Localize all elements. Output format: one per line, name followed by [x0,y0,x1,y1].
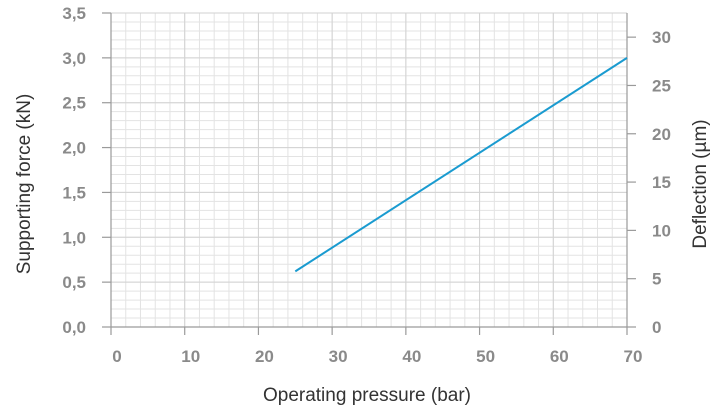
y-right-tick-label: 25 [652,76,671,95]
x-tick-label: 30 [329,347,348,366]
y-right-tick-label: 0 [652,318,661,337]
y-right-tick-label: 30 [652,28,671,47]
y-left-tick-label: 2,0 [62,139,86,158]
y-left-tick-label: 0,5 [62,273,86,292]
x-tick-label: 60 [550,347,569,366]
y-right-axis-title: Deflection (µm) [690,119,711,248]
x-axis-title: Operating pressure (bar) [263,385,471,406]
y-left-tick-label: 3,5 [62,4,86,23]
series-group [294,57,628,273]
y-right-tick-label: 10 [652,221,671,240]
x-tick-label: 10 [181,347,200,366]
x-tick-label: 20 [255,347,274,366]
y-right-tick-label: 20 [652,125,671,144]
y-left-tick-label: 1,0 [62,228,86,247]
y-right-tick-label: 15 [652,173,671,192]
x-tick-label: 70 [624,347,643,366]
x-tick-label: 0 [112,347,121,366]
y-left-tick-labels: 0,0 0,5 1,0 1,5 2,0 2,5 3,0 3,5 [62,4,86,337]
grid-minor [110,12,628,328]
y-right-tick-labels: 0 5 10 15 20 25 30 [652,28,671,337]
y-left-tick-label: 2,5 [62,94,86,113]
y-right-tick-label: 5 [652,270,661,289]
series-line [294,57,628,273]
x-tick-labels: 0 10 20 30 40 50 60 70 [112,347,642,366]
y-left-tick-label: 0,0 [62,318,86,337]
grid-major [110,12,628,328]
y-left-axis-title: Supporting force (kN) [14,94,35,275]
axes [102,12,636,335]
y-left-tick-label: 1,5 [62,183,86,202]
x-tick-label: 40 [402,347,421,366]
x-tick-label: 50 [476,347,495,366]
y-left-tick-label: 3,0 [62,49,86,68]
